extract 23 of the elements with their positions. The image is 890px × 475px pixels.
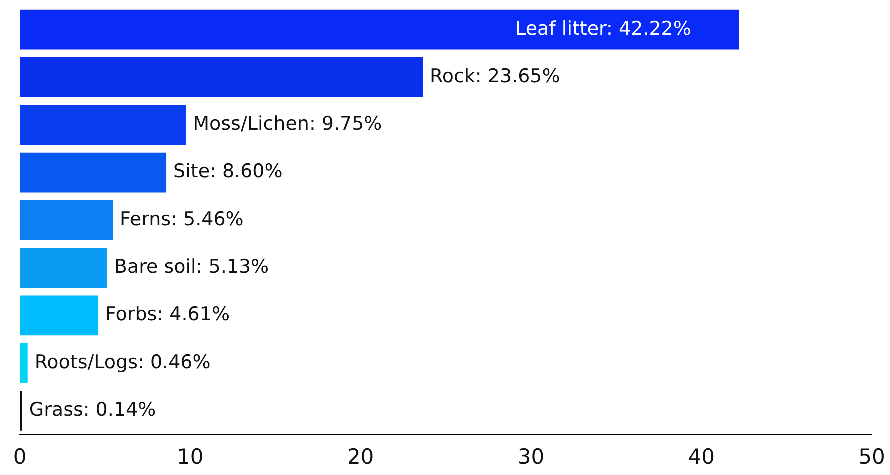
x-tick-label: 40 (688, 444, 715, 469)
x-tick-label: 10 (177, 444, 204, 469)
bar (20, 10, 740, 50)
data-label: Rock: 23.65% (430, 65, 560, 88)
x-tick-label: 0 (13, 444, 27, 469)
data-label: Forbs: 4.61% (106, 304, 230, 326)
bar (20, 200, 114, 240)
bar (20, 296, 99, 336)
data-label: Grass: 0.14% (29, 398, 156, 421)
x-tick-label: 50 (858, 444, 886, 469)
bar (20, 152, 167, 193)
bar (20, 343, 28, 384)
data-label: Ferns: 5.46% (120, 208, 244, 230)
bar (20, 248, 108, 288)
x-tick-label: 30 (518, 444, 545, 469)
data-label: Moss/Lichen: 9.75% (193, 113, 382, 136)
data-label: Bare soil: 5.13% (114, 256, 270, 278)
data-label: Leaf litter: 42.22% (516, 18, 692, 40)
data-label: Roots/Logs: 0.46% (34, 351, 211, 374)
bar (20, 58, 423, 98)
data-label: Site: 8.60% (174, 160, 283, 183)
bar (20, 105, 186, 146)
x-tick-label: 20 (347, 444, 374, 469)
